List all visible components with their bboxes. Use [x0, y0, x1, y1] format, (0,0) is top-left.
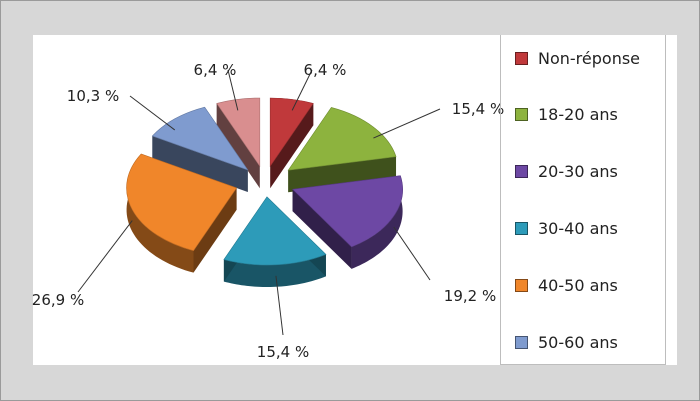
- legend-swatch: [515, 107, 528, 121]
- data-label: 6,4 %: [194, 61, 237, 79]
- pie-slice-wall: [126, 153, 194, 273]
- legend-item-40-50: 40-50 ans: [515, 274, 618, 296]
- legend-swatch: [515, 221, 528, 235]
- pie-slice-3: [223, 196, 327, 288]
- pie-slice-side: [216, 103, 260, 189]
- pie-slice-wall: [351, 175, 403, 269]
- legend-item-50-60: 50-60 ans: [515, 331, 618, 353]
- data-label: 6,4 %: [304, 61, 347, 79]
- pie-slice-top: [223, 196, 327, 266]
- leader-line: [129, 95, 176, 131]
- legend-item-30-40: 30-40 ans: [515, 217, 618, 239]
- pie-slice-side: [152, 135, 248, 192]
- legend-swatch: [515, 164, 528, 178]
- pie-slice-5: [151, 106, 249, 192]
- data-label: 15,4 %: [452, 100, 504, 118]
- pie-slice-2: [291, 175, 403, 269]
- leader-line: [275, 275, 284, 336]
- legend-label: 40-50 ans: [538, 275, 618, 295]
- pie-slice-side: [288, 156, 397, 193]
- pie-slice-0: [269, 97, 314, 189]
- chart-legend: Non-réponse 18-20 ans 20-30 ans 30-40 an…: [500, 35, 666, 365]
- legend-label: 30-40 ans: [538, 218, 618, 238]
- leader-line: [77, 220, 133, 293]
- leader-line: [291, 69, 313, 111]
- data-label: 26,9 %: [32, 291, 84, 309]
- pie-slice-1: [287, 107, 397, 193]
- legend-swatch: [515, 278, 528, 292]
- legend-label: Non-réponse: [538, 48, 641, 68]
- legend-swatch: [515, 335, 528, 349]
- data-label: 10,3 %: [67, 87, 119, 105]
- leader-line: [393, 226, 431, 281]
- legend-item-18-20: 18-20 ans: [515, 103, 618, 125]
- pie-slice-top: [291, 175, 403, 248]
- pie-slice-side: [193, 187, 237, 273]
- pie-slice-top: [269, 97, 314, 168]
- pie-slice-4: [126, 153, 238, 273]
- legend-item-non-reponse: Non-réponse: [515, 47, 640, 69]
- pie-slice-top: [287, 107, 397, 171]
- pie-slice-side: [292, 189, 352, 269]
- pie-slice-top: [151, 106, 249, 171]
- pie-slice-top: [216, 97, 261, 168]
- data-label: 19,2 %: [444, 287, 496, 305]
- pie-slice-side: [270, 103, 314, 189]
- leader-line: [227, 69, 239, 111]
- legend-swatch: [515, 51, 528, 65]
- leader-line: [373, 108, 441, 139]
- legend-item-20-30: 20-30 ans: [515, 160, 618, 182]
- legend-label: 20-30 ans: [538, 161, 618, 181]
- legend-label: 50-60 ans: [538, 332, 618, 352]
- legend-label: 18-20 ans: [538, 104, 618, 124]
- data-label: 15,4 %: [257, 343, 309, 361]
- pie-slice-top: [126, 153, 238, 252]
- pie-slice-6: [216, 97, 261, 189]
- pie-slice-wall: [223, 254, 326, 288]
